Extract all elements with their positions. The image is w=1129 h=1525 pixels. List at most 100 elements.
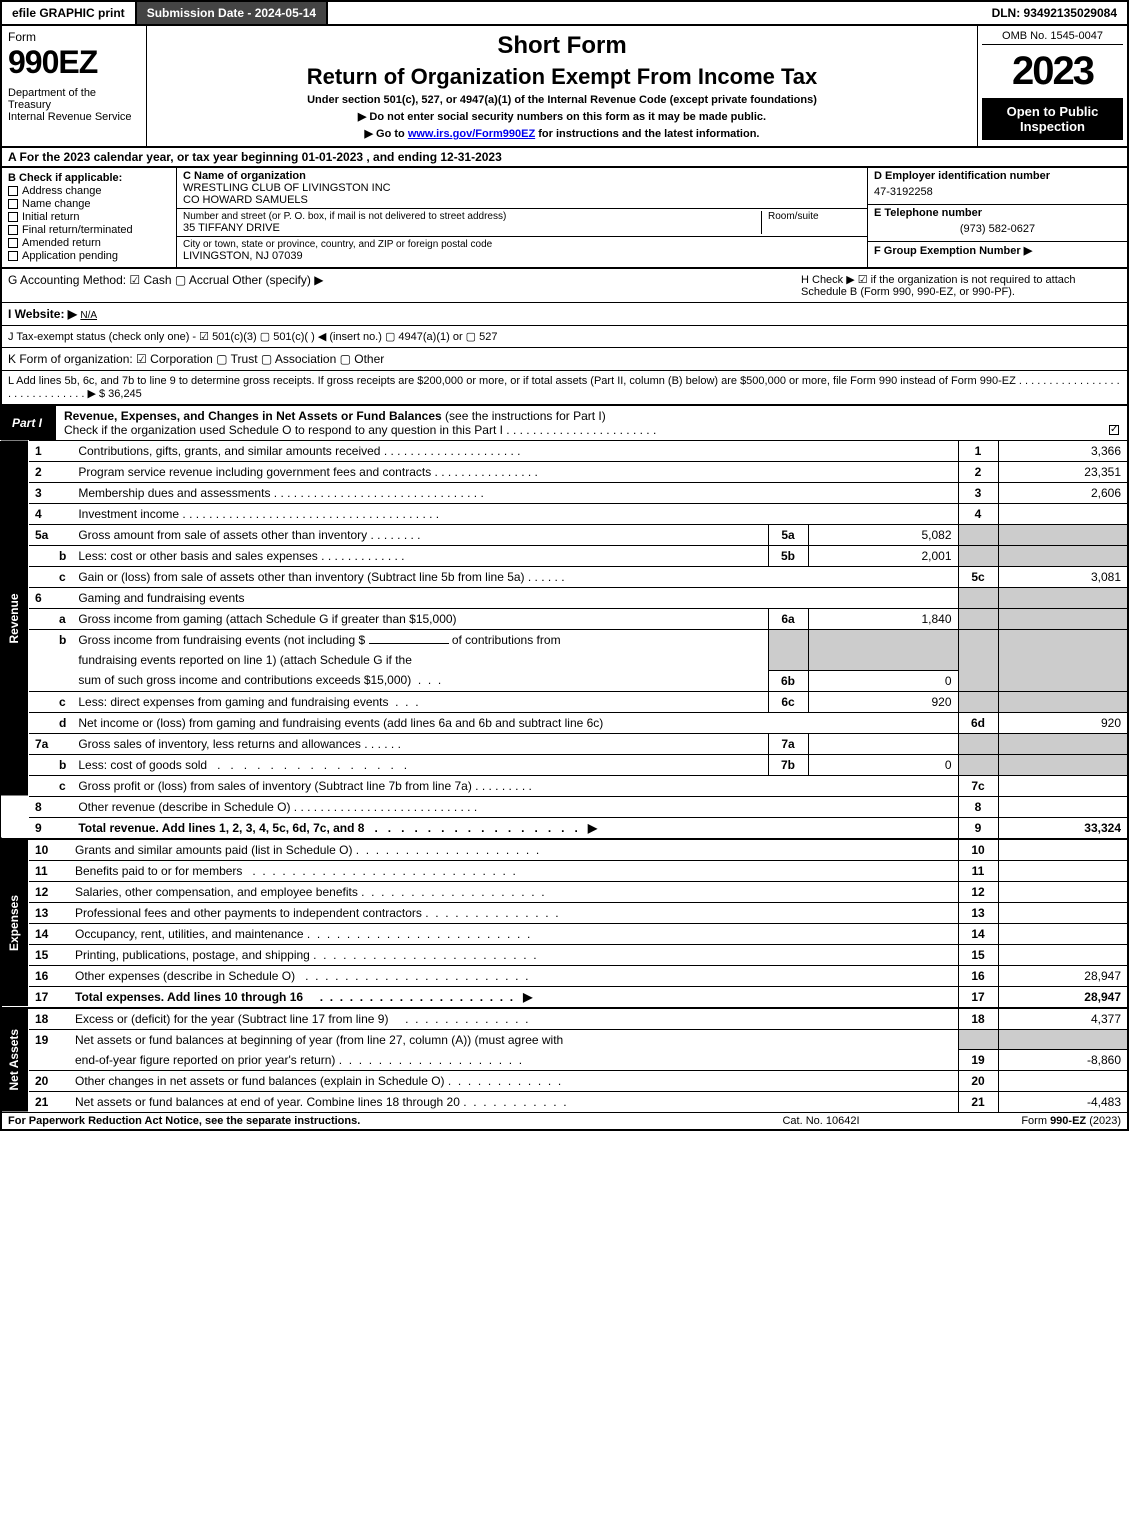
expenses-table: Expenses 10 Grants and similar amounts p… (0, 838, 1129, 1007)
city-block: City or town, state or province, country… (177, 237, 867, 264)
efile-print-button[interactable]: efile GRAPHIC print (2, 2, 137, 24)
line-desc-text: Less: cost of goods sold (78, 758, 207, 772)
section-c-label-text: C Name of organization (183, 170, 306, 182)
section-a-tax-year: A For the 2023 calendar year, or tax yea… (0, 148, 1129, 168)
irs-link[interactable]: www.irs.gov/Form990EZ (408, 128, 535, 140)
form-word: Form (8, 30, 140, 44)
phone-value: (973) 582-0627 (874, 219, 1121, 239)
sections-bcd: B Check if applicable: Address change Na… (0, 168, 1129, 267)
line-desc: Excess or (deficit) for the year (Subtra… (69, 1008, 958, 1030)
line-value-shaded (998, 609, 1128, 630)
group-exemption-label: F Group Exemption Number ▶ (874, 245, 1032, 257)
section-k: K Form of organization: ☑ Corporation ▢ … (0, 347, 1129, 370)
line-num: 13 (29, 902, 69, 923)
line-value (998, 944, 1128, 965)
expenses-side-label: Expenses (1, 839, 29, 1007)
section-h: H Check ▶ ☑ if the organization is not r… (801, 273, 1121, 298)
section-g: G Accounting Method: ☑ Cash ▢ Accrual Ot… (8, 273, 801, 298)
line-desc: Gross profit or (loss) from sales of inv… (72, 775, 958, 796)
part-1-header: Part I Revenue, Expenses, and Changes in… (0, 406, 1129, 440)
line-value (998, 881, 1128, 902)
checkbox-address-change[interactable]: Address change (8, 185, 170, 197)
line-cellnum-shaded (958, 609, 998, 630)
line-desc: Net assets or fund balances at end of ye… (69, 1092, 958, 1113)
line-desc: Gross amount from sale of assets other t… (72, 525, 768, 546)
line-value-shaded (998, 754, 1128, 775)
page-footer: For Paperwork Reduction Act Notice, see … (0, 1112, 1129, 1131)
line-cellnum: 2 (958, 462, 998, 483)
line-desc: Less: cost or other basis and sales expe… (72, 546, 768, 567)
submission-date-button[interactable]: Submission Date - 2024-05-14 (137, 2, 328, 24)
line-6: 6 Gaming and fundraising events (1, 588, 1128, 609)
section-c-label: C Name of organization (183, 170, 861, 182)
line-cellnum: 12 (958, 881, 998, 902)
revenue-table: Revenue 1 Contributions, gifts, grants, … (0, 440, 1129, 838)
part-1-check-line: Check if the organization used Schedule … (64, 423, 1119, 437)
line-desc: Gross income from fundraising events (no… (72, 630, 768, 651)
line-desc: Salaries, other compensation, and employ… (69, 881, 958, 902)
checkbox-label: Initial return (22, 211, 79, 223)
line-12: 12 Salaries, other compensation, and emp… (1, 881, 1128, 902)
header-right: OMB No. 1545-0047 2023 Open to Public In… (977, 26, 1127, 146)
checkbox-icon (8, 199, 18, 209)
dln-label: DLN: 93492135029084 (982, 2, 1127, 24)
line-subval: 2,001 (808, 546, 958, 567)
header-left: Form 990EZ Department of the Treasury In… (2, 26, 147, 146)
line-num: 12 (29, 881, 69, 902)
line-subval-shaded (808, 630, 958, 671)
revenue-side-label: Revenue (1, 441, 29, 797)
line-4: 4 Investment income . . . . . . . . . . … (1, 504, 1128, 525)
line-11: 11 Benefits paid to or for members . . .… (1, 860, 1128, 881)
line-cellnum: 3 (958, 483, 998, 504)
line-19-2: end-of-year figure reported on prior yea… (1, 1050, 1128, 1071)
line-desc-text: Gross amount from sale of assets other t… (78, 528, 367, 542)
line-desc-text: Contributions, gifts, grants, and simila… (78, 444, 380, 458)
short-form-label: Short Form (157, 32, 967, 60)
line-desc-text: Benefits paid to or for members (75, 864, 242, 878)
line-10: Expenses 10 Grants and similar amounts p… (1, 839, 1128, 861)
checkbox-application-pending[interactable]: Application pending (8, 250, 170, 262)
line-cellnum: 19 (958, 1050, 998, 1071)
line-subnum: 7a (768, 733, 808, 754)
line-cellnum-shaded (958, 546, 998, 567)
checkbox-icon (8, 251, 18, 261)
line-desc-text: Other revenue (describe in Schedule O) (78, 800, 290, 814)
line-value: 28,947 (998, 965, 1128, 986)
line-desc: Other revenue (describe in Schedule O) .… (72, 796, 958, 817)
line-cellnum: 4 (958, 504, 998, 525)
line-value (998, 902, 1128, 923)
line-21: 21 Net assets or fund balances at end of… (1, 1092, 1128, 1113)
line-desc-text: Less: direct expenses from gaming and fu… (78, 695, 388, 709)
part-1-title-rest: (see the instructions for Part I) (442, 409, 606, 423)
footer-catalog: Cat. No. 10642I (721, 1115, 921, 1127)
line-desc: end-of-year figure reported on prior yea… (69, 1050, 958, 1071)
line-value: 920 (998, 712, 1128, 733)
section-b-title-text: B Check if applicable: (8, 172, 122, 184)
line-17: 17 Total expenses. Add lines 10 through … (1, 986, 1128, 1007)
line-cellnum: 8 (958, 796, 998, 817)
line-desc-text: Net assets or fund balances at end of ye… (75, 1095, 460, 1109)
org-name: WRESTLING CLUB OF LIVINGSTON INC (183, 182, 861, 194)
website-label: I Website: ▶ (8, 307, 77, 321)
line-value (998, 504, 1128, 525)
part-1-checkbox[interactable] (1109, 425, 1119, 435)
line-value (998, 1071, 1128, 1092)
line-cellnum-shaded (958, 525, 998, 546)
line-desc: Net income or (loss) from gaming and fun… (72, 712, 958, 733)
line-num: 4 (29, 504, 72, 525)
line-cellnum-shaded (958, 630, 998, 692)
header-center: Short Form Return of Organization Exempt… (147, 26, 977, 146)
ein-value: 47-3192258 (874, 182, 1121, 202)
checkbox-amended-return[interactable]: Amended return (8, 237, 170, 249)
line-desc: Less: direct expenses from gaming and fu… (72, 691, 768, 712)
phone-label: E Telephone number (874, 207, 982, 219)
checkbox-initial-return[interactable]: Initial return (8, 211, 170, 223)
sections-gh: G Accounting Method: ☑ Cash ▢ Accrual Ot… (0, 267, 1129, 302)
checkbox-name-change[interactable]: Name change (8, 198, 170, 210)
footer-form-ref: Form 990-EZ (2023) (921, 1115, 1121, 1127)
line-value (998, 775, 1128, 796)
line-desc-text: Investment income (78, 507, 179, 521)
section-a-text: A For the 2023 calendar year, or tax yea… (8, 150, 502, 164)
line-desc-text: Gross sales of inventory, less returns a… (78, 737, 361, 751)
checkbox-final-return[interactable]: Final return/terminated (8, 224, 170, 236)
